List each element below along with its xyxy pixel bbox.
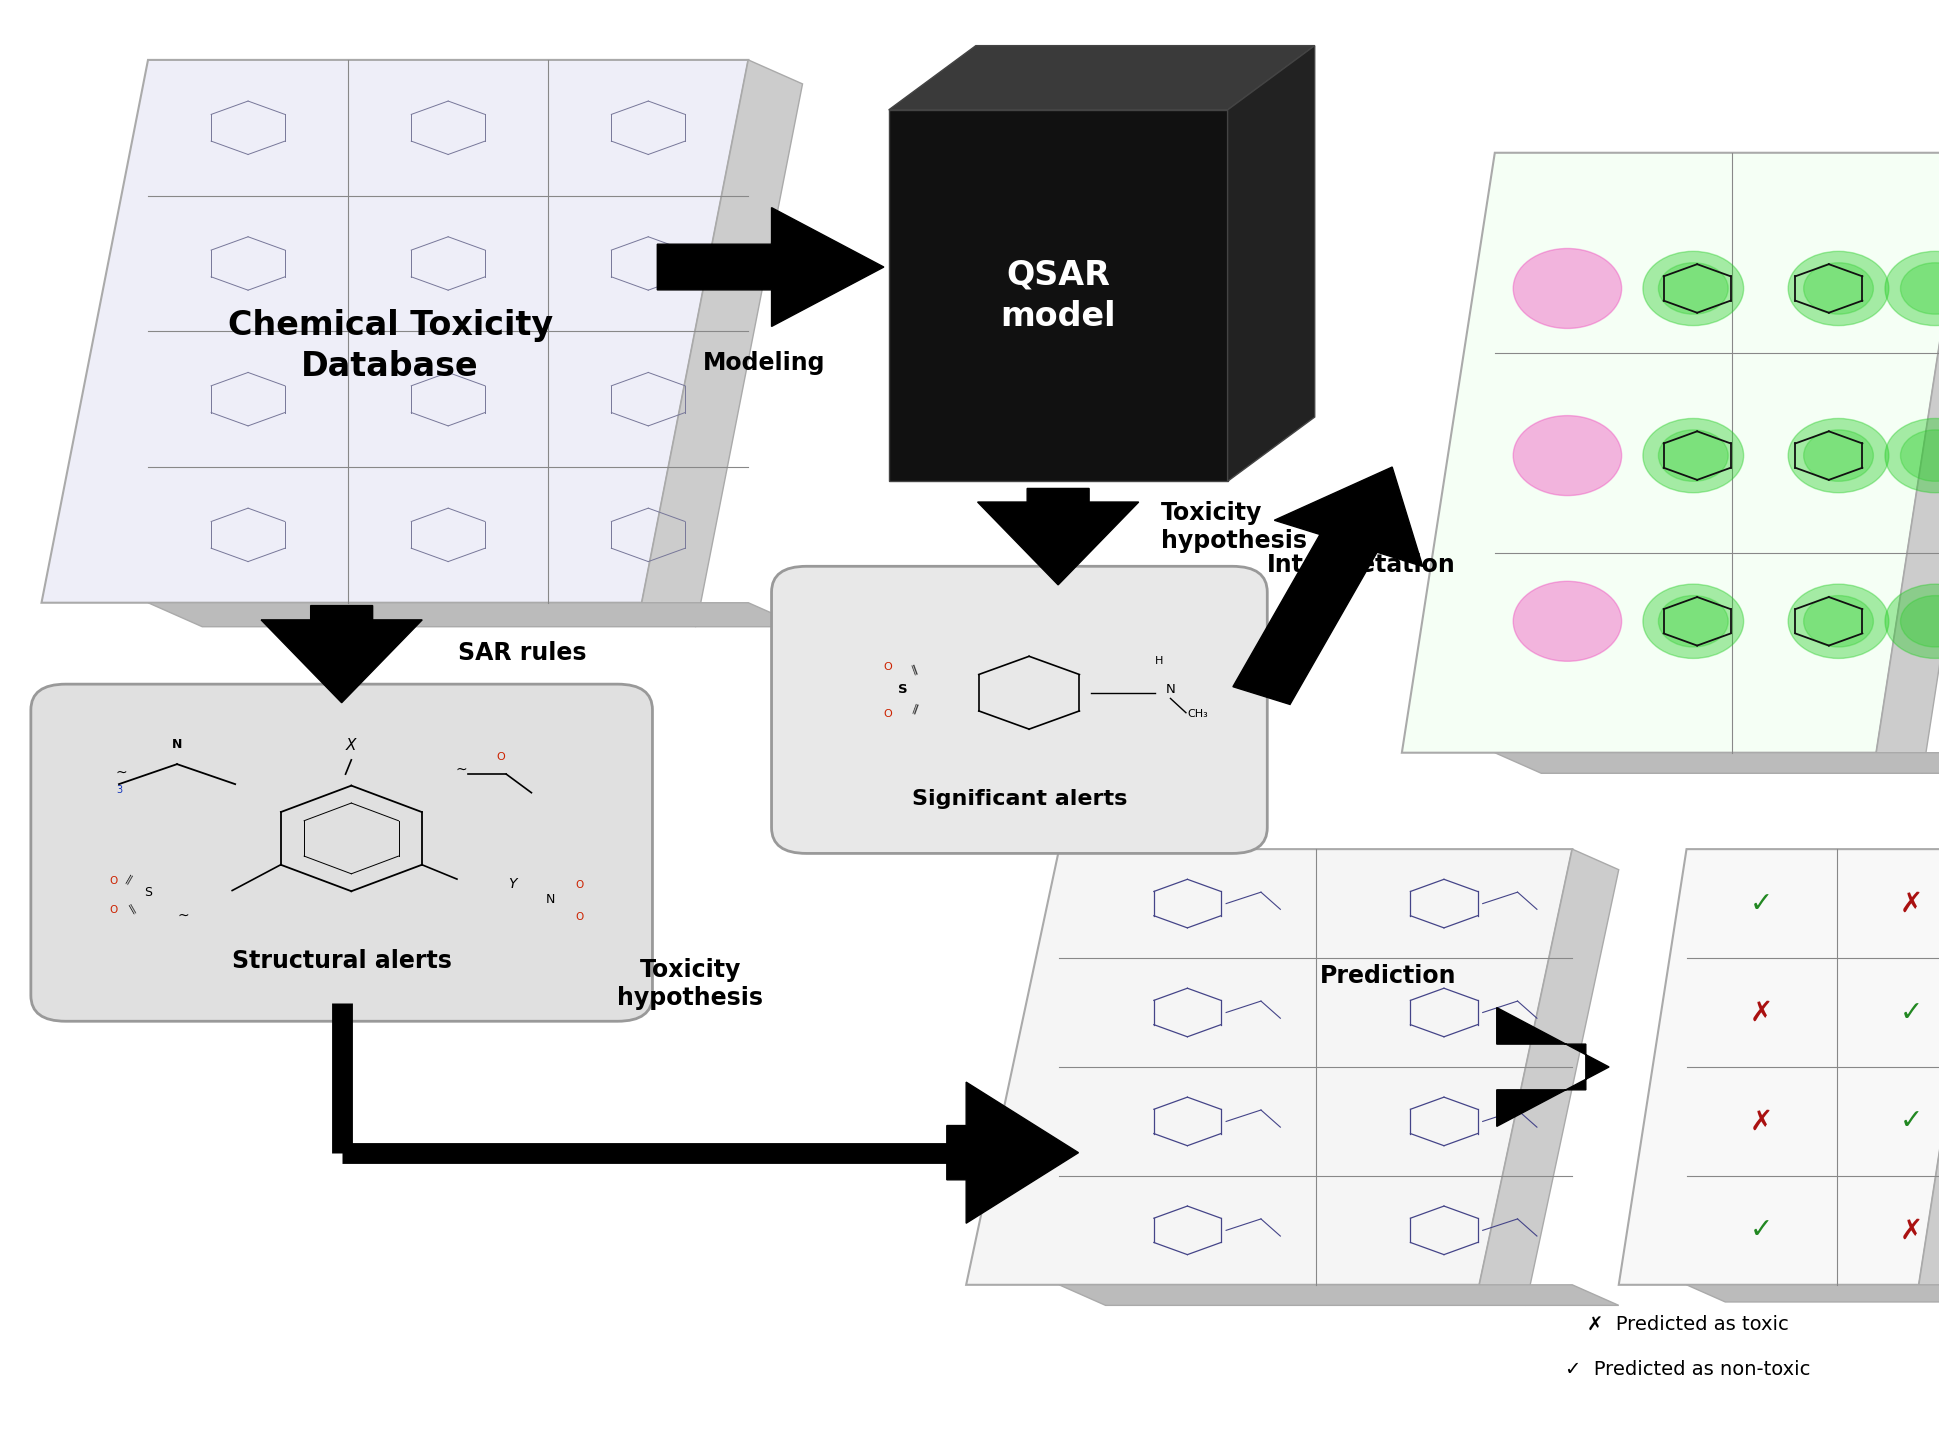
- Text: ✓: ✓: [1750, 889, 1773, 918]
- Circle shape: [1658, 430, 1728, 482]
- Text: ~: ~: [115, 766, 126, 780]
- Text: Y: Y: [507, 878, 517, 892]
- Text: ✗  Predicted as toxic: ✗ Predicted as toxic: [1587, 1315, 1789, 1334]
- Text: H: H: [1155, 657, 1163, 667]
- Polygon shape: [1495, 753, 1942, 773]
- Text: ✗: ✗: [1899, 889, 1923, 918]
- Circle shape: [1901, 430, 1942, 482]
- Text: ✓: ✓: [1899, 1107, 1923, 1136]
- Polygon shape: [889, 46, 1315, 110]
- Polygon shape: [1480, 849, 1620, 1305]
- Text: N: N: [1165, 683, 1175, 695]
- Text: Modeling: Modeling: [703, 351, 825, 374]
- Polygon shape: [148, 602, 802, 627]
- FancyBboxPatch shape: [771, 566, 1268, 853]
- Circle shape: [1886, 584, 1942, 658]
- Text: ✓: ✓: [1750, 1216, 1773, 1245]
- Text: ✓: ✓: [1899, 998, 1923, 1027]
- Text: Structural alerts: Structural alerts: [231, 949, 452, 972]
- FancyBboxPatch shape: [31, 684, 653, 1021]
- Text: Toxicity
hypothesis: Toxicity hypothesis: [1161, 500, 1307, 554]
- Polygon shape: [1227, 46, 1315, 482]
- Circle shape: [1804, 595, 1874, 647]
- FancyArrow shape: [948, 1083, 1078, 1223]
- Circle shape: [1789, 584, 1890, 658]
- FancyArrow shape: [656, 208, 884, 327]
- Text: O: O: [575, 912, 585, 922]
- Circle shape: [1513, 248, 1622, 328]
- Circle shape: [1643, 251, 1744, 326]
- Text: ‖: ‖: [124, 873, 134, 885]
- Polygon shape: [1402, 153, 1942, 753]
- Circle shape: [1513, 581, 1622, 661]
- Polygon shape: [1620, 849, 1942, 1285]
- Circle shape: [1886, 251, 1942, 326]
- Polygon shape: [1058, 1285, 1620, 1305]
- Text: ‖: ‖: [128, 902, 138, 913]
- FancyArrow shape: [1233, 467, 1423, 704]
- Circle shape: [1643, 584, 1744, 658]
- Text: QSAR
model: QSAR model: [1000, 258, 1117, 333]
- Circle shape: [1804, 262, 1874, 314]
- Text: ~: ~: [456, 763, 468, 777]
- Polygon shape: [41, 60, 748, 602]
- Polygon shape: [889, 110, 1227, 482]
- Text: O: O: [109, 905, 117, 915]
- Text: Interpretation: Interpretation: [1268, 554, 1456, 576]
- Text: SAR rules: SAR rules: [458, 641, 586, 665]
- Polygon shape: [1686, 1285, 1942, 1302]
- Circle shape: [1901, 595, 1942, 647]
- Text: Significant alerts: Significant alerts: [911, 789, 1126, 809]
- Text: 3: 3: [117, 784, 122, 794]
- Text: O: O: [884, 663, 891, 673]
- Polygon shape: [967, 849, 1573, 1285]
- Text: ✗: ✗: [1899, 1216, 1923, 1245]
- Text: Toxicity
hypothesis: Toxicity hypothesis: [618, 958, 763, 1010]
- Text: O: O: [495, 751, 505, 761]
- Circle shape: [1901, 262, 1942, 314]
- Circle shape: [1804, 430, 1874, 482]
- Text: Prediction: Prediction: [1319, 965, 1456, 988]
- Circle shape: [1643, 419, 1744, 493]
- Text: O: O: [575, 880, 585, 891]
- Text: O: O: [884, 708, 891, 718]
- Text: ‖: ‖: [911, 664, 919, 675]
- Circle shape: [1789, 419, 1890, 493]
- FancyArrow shape: [260, 605, 421, 703]
- Text: N: N: [546, 893, 555, 906]
- Text: N: N: [173, 739, 183, 751]
- Text: O: O: [109, 876, 117, 886]
- Text: X: X: [346, 739, 357, 753]
- Circle shape: [1658, 595, 1728, 647]
- Circle shape: [1513, 416, 1622, 496]
- Circle shape: [1789, 251, 1890, 326]
- Text: ✗: ✗: [1750, 1107, 1773, 1136]
- FancyArrow shape: [1497, 1008, 1610, 1126]
- Text: ‖: ‖: [911, 704, 919, 716]
- Text: ✓  Predicted as non-toxic: ✓ Predicted as non-toxic: [1565, 1361, 1810, 1380]
- Text: Chemical Toxicity
Database: Chemical Toxicity Database: [227, 308, 553, 383]
- Circle shape: [1886, 419, 1942, 493]
- Text: ✗: ✗: [1750, 998, 1773, 1027]
- FancyArrow shape: [977, 489, 1138, 585]
- Polygon shape: [1876, 153, 1942, 773]
- Text: CH₃: CH₃: [1187, 708, 1208, 718]
- Circle shape: [1658, 262, 1728, 314]
- Polygon shape: [1919, 849, 1942, 1302]
- Text: S: S: [899, 683, 909, 695]
- Text: ~: ~: [177, 909, 188, 923]
- Polygon shape: [641, 60, 802, 627]
- Text: S: S: [144, 886, 151, 899]
